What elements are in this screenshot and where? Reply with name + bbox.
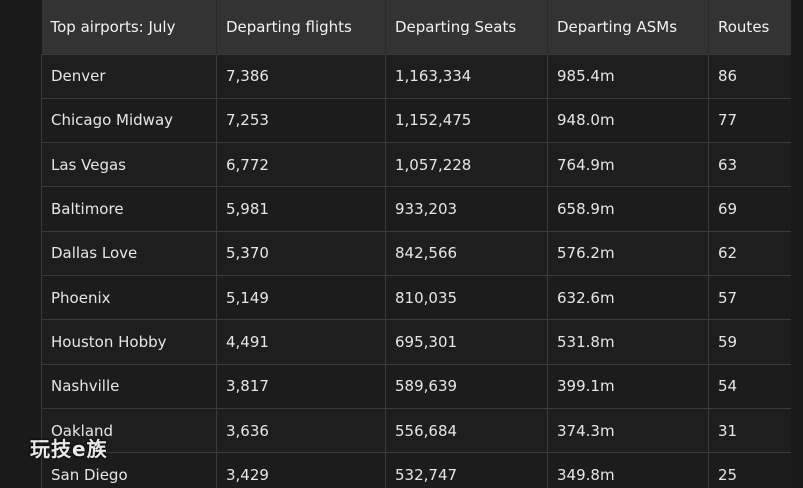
header-row: Top airports: July Departing flights Dep… <box>41 0 791 54</box>
header-departing-flights: Departing flights <box>216 0 386 54</box>
header-routes: Routes <box>708 0 791 54</box>
cell-airport: Oakland <box>41 407 217 454</box>
cell-airport: Chicago Midway <box>41 97 217 144</box>
cell-departing-flights: 6,772 <box>216 142 386 188</box>
cell-routes: 62 <box>708 230 791 276</box>
cell-departing-flights: 5,149 <box>216 274 386 321</box>
cell-departing-flights: 7,253 <box>216 97 386 144</box>
table-row: Denver 7,386 1,163,334 985.4m 86 <box>41 53 791 99</box>
cell-departing-flights: 3,817 <box>216 363 386 409</box>
cell-departing-seats: 556,684 <box>385 407 548 454</box>
cell-departing-asms: 985.4m <box>547 53 709 99</box>
cell-departing-flights: 4,491 <box>216 319 386 365</box>
watermark-logo: 玩技e族 <box>30 437 108 461</box>
table-row: Houston Hobby 4,491 695,301 531.8m 59 <box>41 319 791 365</box>
cell-departing-seats: 1,163,334 <box>385 53 548 99</box>
cell-departing-asms: 576.2m <box>547 230 709 276</box>
cell-routes: 59 <box>708 319 791 365</box>
table-row: Baltimore 5,981 933,203 658.9m 69 <box>41 186 791 232</box>
cell-airport: Nashville <box>41 363 217 409</box>
cell-departing-flights: 3,636 <box>216 407 386 454</box>
cell-routes: 77 <box>708 97 791 144</box>
cell-departing-asms: 764.9m <box>547 142 709 188</box>
table-body: Denver 7,386 1,163,334 985.4m 86 Chicago Midw… <box>41 53 791 488</box>
cell-departing-seats: 695,301 <box>385 319 548 365</box>
cell-departing-seats: 1,152,475 <box>385 97 548 144</box>
table-row: Chicago Midway 7,253 1,152,475 948.0m 77 <box>41 97 791 144</box>
cell-departing-asms: 531.8m <box>547 319 709 365</box>
cell-departing-seats: 532,747 <box>385 452 548 488</box>
cell-departing-asms: 349.8m <box>547 452 709 488</box>
header-departing-asms: Departing ASMs <box>547 0 709 54</box>
cell-departing-seats: 1,057,228 <box>385 142 548 188</box>
table-row: Nashville 3,817 589,639 399.1m 54 <box>41 363 791 409</box>
cell-departing-seats: 589,639 <box>385 363 548 409</box>
table-row: Oakland 3,636 556,684 374.3m 31 <box>41 407 791 454</box>
cell-departing-seats: 842,566 <box>385 230 548 276</box>
cell-airport: Denver <box>41 53 217 99</box>
cell-routes: 54 <box>708 363 791 409</box>
cell-airport: Phoenix <box>41 274 217 321</box>
cell-routes: 86 <box>708 53 791 99</box>
cell-departing-asms: 374.3m <box>547 407 709 454</box>
cell-routes: 57 <box>708 274 791 321</box>
cell-departing-seats: 810,035 <box>385 274 548 321</box>
cell-departing-flights: 7,386 <box>216 53 386 99</box>
cell-departing-flights: 3,429 <box>216 452 386 488</box>
cell-departing-asms: 948.0m <box>547 97 709 144</box>
cell-routes: 31 <box>708 407 791 454</box>
header-airport: Top airports: July <box>41 0 217 54</box>
cell-departing-asms: 632.6m <box>547 274 709 321</box>
table-row: Dallas Love 5,370 842,566 576.2m 62 <box>41 230 791 276</box>
cell-routes: 69 <box>708 186 791 232</box>
cell-departing-flights: 5,981 <box>216 186 386 232</box>
cell-departing-asms: 399.1m <box>547 363 709 409</box>
airports-table-container: Top airports: July Departing flights Dep… <box>41 0 791 488</box>
cell-airport: Las Vegas <box>41 142 217 188</box>
cell-airport: Baltimore <box>41 186 217 232</box>
cell-departing-asms: 658.9m <box>547 186 709 232</box>
table-row: Phoenix 5,149 810,035 632.6m 57 <box>41 274 791 321</box>
cell-airport: Houston Hobby <box>41 319 217 365</box>
table-header: Top airports: July Departing flights Dep… <box>41 0 791 54</box>
cell-routes: 63 <box>708 142 791 188</box>
cell-airport: Dallas Love <box>41 230 217 276</box>
header-departing-seats: Departing Seats <box>385 0 548 54</box>
table-row: Las Vegas 6,772 1,057,228 764.9m 63 <box>41 142 791 188</box>
cell-routes: 25 <box>708 452 791 488</box>
airports-table: Top airports: July Departing flights Dep… <box>41 0 791 488</box>
cell-departing-seats: 933,203 <box>385 186 548 232</box>
cell-departing-flights: 5,370 <box>216 230 386 276</box>
table-row: San Diego 3,429 532,747 349.8m 25 <box>41 452 791 488</box>
